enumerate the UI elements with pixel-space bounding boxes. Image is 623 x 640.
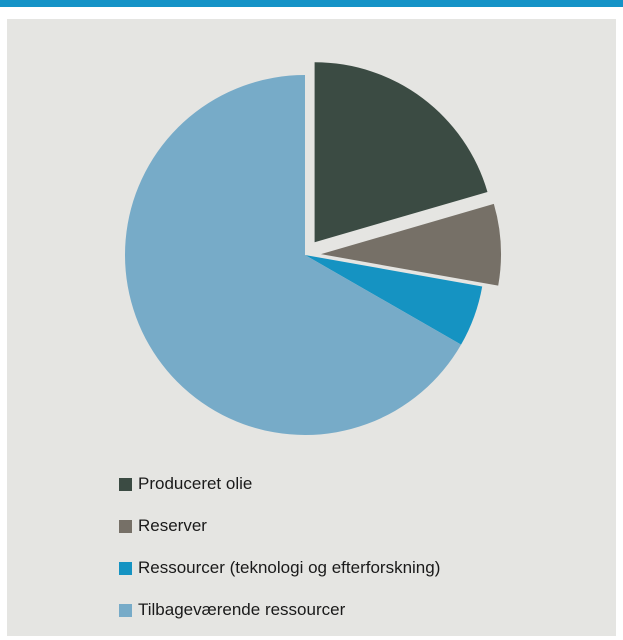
legend-swatch bbox=[119, 603, 132, 617]
legend-item-produceret-olie: Produceret olie bbox=[119, 463, 440, 505]
pie-chart bbox=[124, 62, 501, 435]
pie-slice-1 bbox=[320, 203, 501, 286]
legend-swatch bbox=[119, 561, 132, 575]
legend-label: Produceret olie bbox=[138, 474, 253, 493]
top-accent-bar bbox=[0, 0, 623, 7]
pie-slice-2 bbox=[305, 255, 483, 345]
legend-label: Ressourcer (teknologi og efterforskning) bbox=[138, 558, 441, 577]
pie-slice-0 bbox=[314, 62, 488, 243]
chart-legend: Produceret olie Reserver Ressourcer (tek… bbox=[119, 463, 440, 631]
legend-swatch bbox=[119, 519, 132, 533]
legend-item-reserver: Reserver bbox=[119, 505, 440, 547]
legend-item-tilbagevaerende: Tilbageværende ressourcer bbox=[119, 589, 440, 631]
legend-label: Reserver bbox=[138, 516, 207, 535]
legend-label: Tilbageværende ressourcer bbox=[138, 600, 346, 619]
legend-item-ressourcer: Ressourcer (teknologi og efterforskning) bbox=[119, 547, 440, 589]
legend-swatch bbox=[119, 477, 132, 491]
pie-slice-3 bbox=[124, 75, 462, 435]
